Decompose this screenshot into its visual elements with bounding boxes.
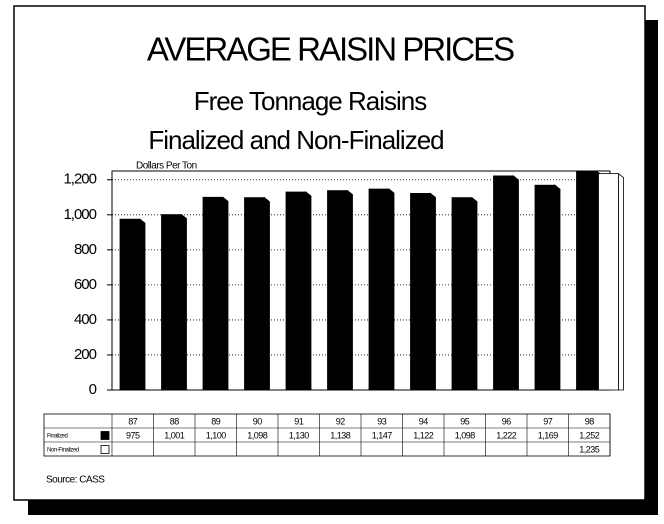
x-tick-label: 96 — [502, 416, 512, 426]
x-tick-label: 97 — [543, 416, 553, 426]
bar-side — [513, 175, 519, 391]
x-tick-label: 87 — [128, 416, 138, 426]
data-label: 1,147 — [372, 430, 393, 440]
y-tick-label: 600 — [74, 276, 97, 293]
bar-side — [388, 188, 395, 391]
chart-title: AVERAGE RAISIN PRICES — [147, 31, 514, 68]
x-tick-label: 90 — [253, 416, 263, 426]
legend-swatch — [100, 431, 110, 440]
data-label: 1,169 — [538, 430, 559, 440]
chart-subtitle: Free Tonnage Raisins — [194, 86, 427, 116]
data-label: 975 — [126, 430, 140, 440]
data-label: 1,138 — [330, 430, 351, 440]
x-tick-label: 98 — [585, 416, 595, 426]
y-tick-label: 1,000 — [63, 206, 96, 223]
data-label: 1,001 — [164, 430, 185, 440]
bar-side — [347, 189, 353, 391]
bar-side — [139, 218, 146, 391]
bar-side — [305, 191, 312, 391]
data-label: 1,098 — [455, 430, 476, 440]
x-tick-label: 93 — [377, 416, 387, 426]
bar-side — [222, 196, 229, 391]
bar — [451, 197, 473, 391]
y-tick-label: 400 — [74, 311, 97, 328]
data-label: 1,130 — [289, 430, 310, 440]
x-tick-label: 89 — [211, 416, 221, 426]
x-tick-label: 92 — [336, 416, 346, 426]
bar — [368, 188, 390, 391]
x-tick-label: 88 — [170, 416, 180, 426]
x-tick-label: 91 — [294, 416, 304, 426]
legend-swatch — [100, 445, 110, 454]
data-label: 1,235 — [579, 444, 600, 454]
y-tick-label: 1,200 — [63, 171, 96, 188]
bar — [119, 218, 141, 391]
x-tick-label: 95 — [460, 416, 470, 426]
bar-side — [181, 213, 187, 391]
data-label: 1,122 — [413, 430, 434, 440]
bar — [327, 190, 348, 391]
y-tick-label: 200 — [74, 346, 97, 363]
bar — [576, 170, 597, 391]
data-label: 1,252 — [579, 430, 600, 440]
bar — [598, 173, 619, 391]
source: Source: CASS — [46, 475, 105, 486]
bar — [493, 175, 514, 391]
legend-label: Finalized — [47, 434, 67, 440]
bar — [244, 197, 265, 391]
chart-subtitle: Finalized and Non-Finalized — [148, 125, 443, 155]
bar — [285, 191, 307, 391]
bar-side — [264, 196, 270, 391]
bar — [202, 196, 224, 391]
bar — [161, 214, 182, 391]
bar-side — [471, 196, 478, 391]
x-tick-label: 94 — [419, 416, 429, 426]
bar — [410, 193, 431, 391]
bar-side — [430, 192, 436, 391]
y-axis-label: Dollars Per Ton — [136, 161, 197, 172]
data-label: 1,100 — [206, 430, 227, 440]
bar-side — [618, 172, 624, 391]
y-tick-label: 800 — [74, 241, 97, 258]
data-label: 1,098 — [247, 430, 268, 440]
bar-side — [554, 184, 561, 391]
data-label: 1,222 — [496, 430, 517, 440]
bar — [534, 184, 556, 391]
y-tick-label: 0 — [89, 381, 97, 398]
legend-label: Non-Finalized — [47, 448, 79, 454]
